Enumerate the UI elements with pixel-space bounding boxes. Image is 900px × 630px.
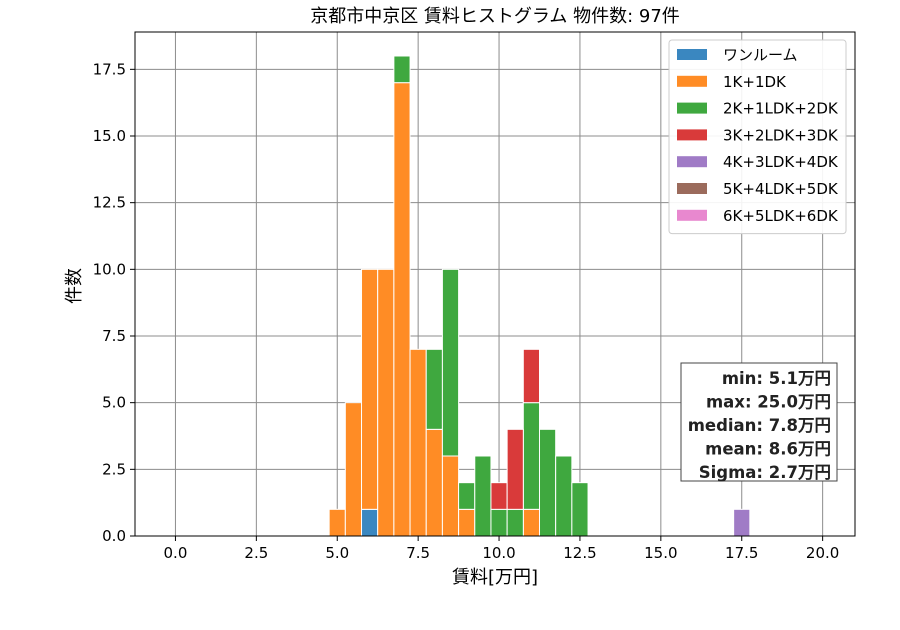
bar-segment bbox=[441, 268, 460, 457]
legend-label: 5K+4LDK+5DK bbox=[723, 180, 839, 198]
bar-segment bbox=[490, 508, 508, 537]
x-tick-label: 12.5 bbox=[563, 544, 596, 562]
bar-segment bbox=[474, 455, 492, 537]
bar-segment bbox=[393, 55, 411, 84]
x-tick-label: 2.5 bbox=[244, 544, 268, 562]
x-tick-label: 17.5 bbox=[725, 544, 758, 562]
bar-segment bbox=[522, 402, 540, 510]
y-tick-label: 12.5 bbox=[93, 194, 126, 212]
x-tick-label: 7.5 bbox=[406, 544, 430, 562]
legend-swatch bbox=[677, 102, 707, 114]
legend-label: 6K+5LDK+6DK bbox=[723, 207, 839, 225]
x-tick-label: 0.0 bbox=[164, 544, 188, 562]
bar-segment bbox=[538, 428, 557, 537]
legend: ワンルーム 1K+1DK 2K+1LDK+2DK 3K+2LDK+3DK 4K+3LDK… bbox=[668, 39, 847, 235]
y-tick-label: 15.0 bbox=[93, 127, 126, 145]
stats-line: mean: 8.6万円 bbox=[705, 440, 831, 459]
y-tick-label: 2.5 bbox=[102, 460, 126, 478]
stats-line: min: 5.1万円 bbox=[722, 369, 831, 388]
bar-segment bbox=[522, 508, 540, 537]
x-tick-label: 20.0 bbox=[806, 544, 839, 562]
y-tick-label: 10.0 bbox=[93, 260, 126, 278]
legend-label: ワンルーム bbox=[723, 46, 798, 64]
bar-segment bbox=[425, 428, 443, 537]
bar-segment bbox=[506, 428, 524, 510]
bar-segment bbox=[506, 508, 524, 537]
x-tick-label: 10.0 bbox=[482, 544, 515, 562]
bar-segment bbox=[361, 268, 379, 510]
bars bbox=[328, 55, 751, 537]
bar-segment bbox=[328, 508, 346, 537]
stats-line: max: 25.0万円 bbox=[706, 393, 831, 412]
legend-swatch bbox=[677, 209, 707, 221]
bar-segment bbox=[733, 508, 751, 537]
legend-label: 3K+2LDK+3DK bbox=[723, 126, 839, 144]
legend-swatch bbox=[677, 49, 707, 60]
y-tick-label: 0.0 bbox=[102, 527, 126, 545]
chart-title: 京都市中京区 賃料ヒストグラム 物件数: 97件 bbox=[310, 6, 680, 27]
bar-segment bbox=[377, 268, 395, 537]
bar-segment bbox=[522, 348, 540, 404]
y-axis-label: 件数 bbox=[64, 268, 85, 304]
legend-swatch bbox=[677, 156, 707, 168]
legend-swatch bbox=[677, 183, 707, 194]
bar-segment bbox=[458, 482, 476, 510]
x-axis-label: 賃料[万円] bbox=[452, 567, 538, 588]
x-tick-label: 5.0 bbox=[325, 544, 349, 562]
y-axis-ticks: 0.0 2.5 5.0 7.5 10.0 12.5 15.0 17.5 bbox=[93, 60, 135, 545]
bar-segment bbox=[490, 482, 508, 510]
bar-segment bbox=[441, 455, 460, 537]
bar-segment bbox=[344, 402, 363, 537]
bar-segment bbox=[458, 508, 476, 537]
plot-area-frame bbox=[134, 31, 856, 537]
x-tick-label: 15.0 bbox=[644, 544, 677, 562]
legend-frame bbox=[668, 39, 847, 235]
x-axis-ticks: 0.0 2.5 5.0 7.5 10.0 12.5 15.0 17.5 20.0 bbox=[164, 536, 839, 562]
stats-line: Sigma: 2.7万円 bbox=[699, 463, 831, 482]
legend-label: 1K+1DK bbox=[723, 73, 787, 91]
bar-segment bbox=[425, 348, 443, 430]
legend-label: 4K+3LDK+4DK bbox=[723, 153, 839, 171]
bar-segment bbox=[361, 508, 379, 537]
stats-box: min: 5.1万円 max: 25.0万円 median: 7.8万円 mean: … bbox=[680, 362, 838, 482]
stats-frame bbox=[680, 362, 838, 482]
y-tick-label: 5.0 bbox=[102, 394, 126, 412]
stats-line: median: 7.8万円 bbox=[688, 416, 831, 435]
legend-swatch bbox=[677, 129, 707, 141]
bar-segment bbox=[571, 482, 589, 537]
bar-segment bbox=[393, 82, 411, 537]
legend-label: 2K+1LDK+2DK bbox=[723, 100, 839, 118]
bar-segment bbox=[409, 348, 427, 537]
legend-swatch bbox=[677, 75, 707, 87]
grid-lines bbox=[135, 32, 855, 537]
y-tick-label: 7.5 bbox=[102, 327, 126, 345]
y-tick-label: 17.5 bbox=[93, 60, 126, 78]
bar-segment bbox=[555, 455, 573, 537]
